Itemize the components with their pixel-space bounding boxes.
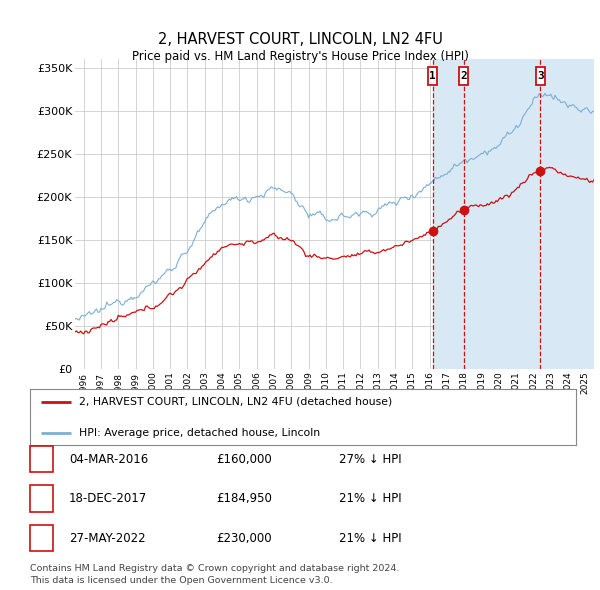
- Text: 18-DEC-2017: 18-DEC-2017: [69, 492, 147, 505]
- Text: Price paid vs. HM Land Registry's House Price Index (HPI): Price paid vs. HM Land Registry's House …: [131, 50, 469, 63]
- FancyBboxPatch shape: [428, 67, 437, 86]
- Bar: [464, 59, 594, 369]
- Text: This data is licensed under the Open Government Licence v3.0.: This data is licensed under the Open Gov…: [30, 576, 332, 585]
- Text: 2: 2: [38, 492, 45, 505]
- Text: 1: 1: [429, 71, 436, 81]
- Text: HPI: Average price, detached house, Lincoln: HPI: Average price, detached house, Linc…: [79, 428, 320, 438]
- FancyBboxPatch shape: [536, 67, 545, 86]
- Text: 27-MAY-2022: 27-MAY-2022: [69, 532, 146, 545]
- Text: 04-MAR-2016: 04-MAR-2016: [69, 453, 148, 466]
- Text: 3: 3: [537, 71, 544, 81]
- Text: Contains HM Land Registry data © Crown copyright and database right 2024.: Contains HM Land Registry data © Crown c…: [30, 565, 400, 573]
- FancyBboxPatch shape: [459, 67, 469, 86]
- Text: £230,000: £230,000: [216, 532, 272, 545]
- Text: 2, HARVEST COURT, LINCOLN, LN2 4FU: 2, HARVEST COURT, LINCOLN, LN2 4FU: [158, 32, 442, 47]
- Text: 21% ↓ HPI: 21% ↓ HPI: [339, 492, 401, 505]
- Text: 3: 3: [38, 532, 45, 545]
- Bar: [433, 59, 464, 369]
- Text: 1: 1: [38, 453, 45, 466]
- Text: 2: 2: [460, 71, 467, 81]
- Text: 21% ↓ HPI: 21% ↓ HPI: [339, 532, 401, 545]
- Text: 2, HARVEST COURT, LINCOLN, LN2 4FU (detached house): 2, HARVEST COURT, LINCOLN, LN2 4FU (deta…: [79, 396, 392, 407]
- Text: £184,950: £184,950: [216, 492, 272, 505]
- Text: 27% ↓ HPI: 27% ↓ HPI: [339, 453, 401, 466]
- Bar: [541, 59, 594, 369]
- Text: £160,000: £160,000: [216, 453, 272, 466]
